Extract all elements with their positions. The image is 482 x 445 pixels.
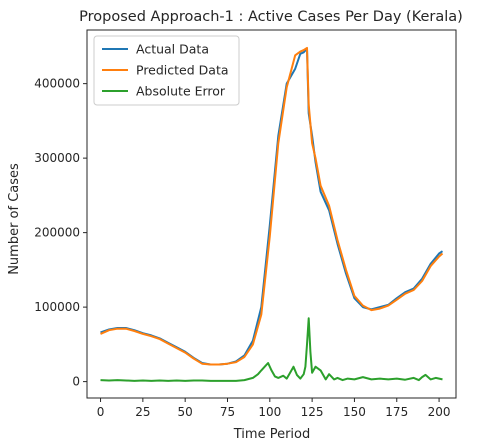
- y-tick-label: 0: [72, 375, 80, 389]
- y-tick-label: 100000: [34, 300, 80, 314]
- x-axis-label: Time Period: [233, 427, 310, 442]
- legend: Actual Data Predicted Data Absolute Error: [93, 35, 240, 106]
- x-tick-label: 50: [178, 405, 193, 419]
- x-tick-label: 100: [258, 405, 281, 419]
- series-layer: [100, 46, 444, 382]
- series-line-3: [100, 317, 443, 382]
- legend-label: Actual Data: [136, 42, 209, 57]
- series-line-2: [100, 46, 444, 366]
- plot-frame: [86, 29, 457, 399]
- x-tick-label: 175: [385, 405, 408, 419]
- legend-label: Absolute Error: [136, 84, 226, 99]
- x-tick-label: 75: [220, 405, 235, 419]
- x-tick-label: 25: [135, 405, 150, 419]
- x-tick-label: 200: [428, 405, 451, 419]
- legend-label: Predicted Data: [136, 63, 229, 78]
- axes-layer: 0 25 50 75 100 125 150 175 200 0 100000 200000 30000…: [34, 29, 457, 419]
- y-tick-label: 300000: [34, 151, 80, 165]
- x-tick-label: 125: [301, 405, 324, 419]
- y-tick-label: 400000: [34, 77, 80, 91]
- x-tick-label: 0: [97, 405, 105, 419]
- y-tick-label: 200000: [34, 226, 80, 240]
- chart-title: Proposed Approach-1 : Active Cases Per D…: [79, 9, 463, 25]
- y-axis-label: Number of Cases: [7, 163, 22, 275]
- legend-box: [93, 35, 240, 106]
- x-tick-label: 150: [343, 405, 366, 419]
